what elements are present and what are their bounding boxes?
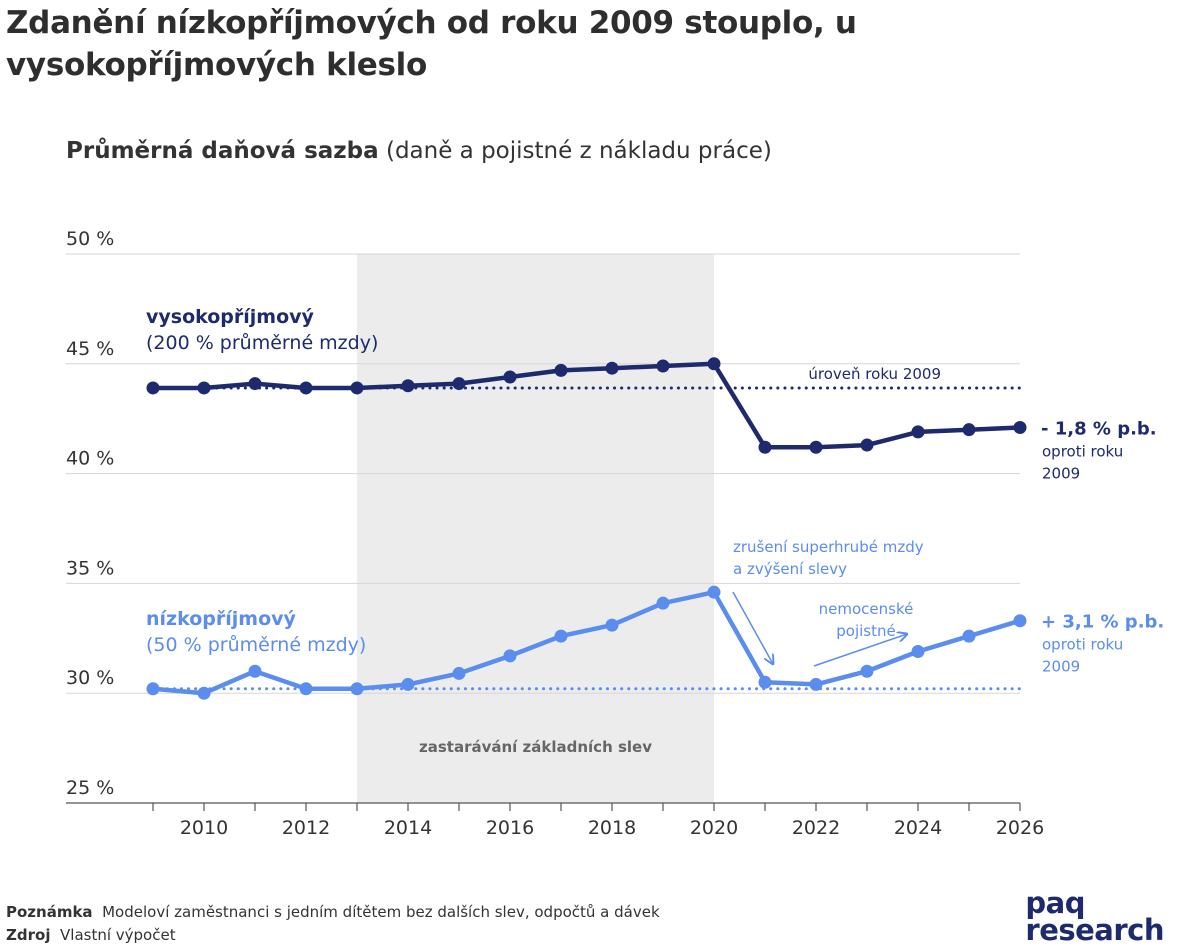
data-point-low [860,664,874,678]
annotation-nemocenske: nemocenské [819,600,914,618]
x-tick-label: 2012 [282,817,330,839]
end-label-low: + 3,1 % p.b. [1041,612,1164,633]
logo-line1: paq [1025,886,1085,920]
footnote-source-text: Vlastní výpočet [60,926,176,944]
data-point-low [299,682,313,696]
y-tick-label: 50 % [66,228,114,250]
data-point-high [707,357,721,371]
data-point-high [452,377,466,391]
data-point-low [554,629,568,643]
data-point-low [197,686,211,700]
line-chart: zastarávání základních slev 50 % 45 % 40 % 3… [66,228,1164,839]
end-sublabel-low: oproti roku [1042,636,1123,654]
series-line-low [150,589,1023,696]
subtitle-bold: Průměrná daňová sazba [66,138,379,164]
data-point-low [656,596,670,610]
data-point-low [350,682,364,696]
series-line-high [150,361,1023,450]
end-sublabel-high: oproti roku [1042,442,1123,460]
data-point-low [605,618,619,632]
x-tick-label: 2010 [180,817,228,839]
data-point-low [962,629,976,643]
data-point-low [707,585,721,599]
data-point-low [248,664,262,678]
shaded-region [357,254,714,803]
data-point-high [503,370,517,384]
data-point-low [146,682,160,696]
page-title: Zdanění nízkopříjmových od roku 2009 sto… [6,5,857,83]
data-point-high [197,381,211,395]
footnote-source: Zdroj Vlastní výpočet [6,926,176,944]
paq-research-logo: paq research [1025,886,1164,947]
x-tick-label: 2024 [894,817,942,839]
series-subname-high: (200 % průměrné mzdy) [146,332,378,354]
x-tick-label: 2026 [996,817,1044,839]
x-tick-label: 2020 [690,817,738,839]
end-sublabel-high: 2009 [1042,464,1080,482]
data-point-low [503,649,517,663]
footnote-note-key: Poznámka [6,903,93,921]
x-tick-label: 2016 [486,817,534,839]
y-tick-label: 45 % [66,338,114,360]
data-point-low [809,677,823,691]
end-label-high: - 1,8 % p.b. [1041,418,1157,439]
footnote-note: Poznámka Modeloví zaměstnanci s jedním d… [6,903,660,921]
x-tick-label: 2018 [588,817,636,839]
shaded-region-label: zastarávání základních slev [419,738,652,756]
subtitle-rest: (daně a pojistné z nákladu práce) [378,138,772,164]
x-tick-label: 2022 [792,817,840,839]
y-tick-label: 25 % [66,777,114,799]
data-point-high [554,363,568,377]
y-tick-label: 30 % [66,667,114,689]
y-tick-label: 40 % [66,448,114,470]
data-point-low [1013,614,1027,628]
annotation-superhruba-mzda: zrušení superhrubé mzdy [733,538,924,556]
data-point-high [656,359,670,373]
data-point-low [401,677,415,691]
data-point-high [605,361,619,375]
data-point-high [350,381,364,395]
data-point-high [809,440,823,454]
end-sublabel-low: 2009 [1042,658,1080,676]
data-point-high [860,438,874,452]
data-point-high [146,381,160,395]
data-point-high [248,377,262,391]
series-name-high: vysokopříjmový [146,306,315,328]
data-point-high [758,440,772,454]
series-name-low: nízkopříjmový [146,608,297,630]
data-point-high [1013,420,1027,434]
logo-line2: research [1025,913,1164,947]
annotation-arrow-2 [813,634,907,667]
annotation-arrow-1 [732,591,773,664]
x-tick-label: 2014 [384,817,432,839]
data-point-low [911,644,925,658]
footnote-note-text: Modeloví zaměstnanci s jedním dítětem be… [102,903,660,921]
y-tick-label: 35 % [66,557,114,579]
footnote-source-key: Zdroj [6,926,51,944]
annotation-superhruba-mzda: a zvýšení slevy [733,560,847,578]
series-subname-low: (50 % průměrné mzdy) [146,634,366,656]
chart-subtitle: Průměrná daňová sazba (daně a pojistné z… [66,138,772,164]
data-point-low [452,666,466,680]
data-point-high [962,423,976,437]
data-point-high [299,381,313,395]
annotation-nemocenske: pojistné [836,622,895,640]
data-point-high [401,379,415,393]
data-point-high [911,425,925,439]
reference-line-label: úroveň roku 2009 [808,365,941,383]
data-point-low [758,675,772,689]
